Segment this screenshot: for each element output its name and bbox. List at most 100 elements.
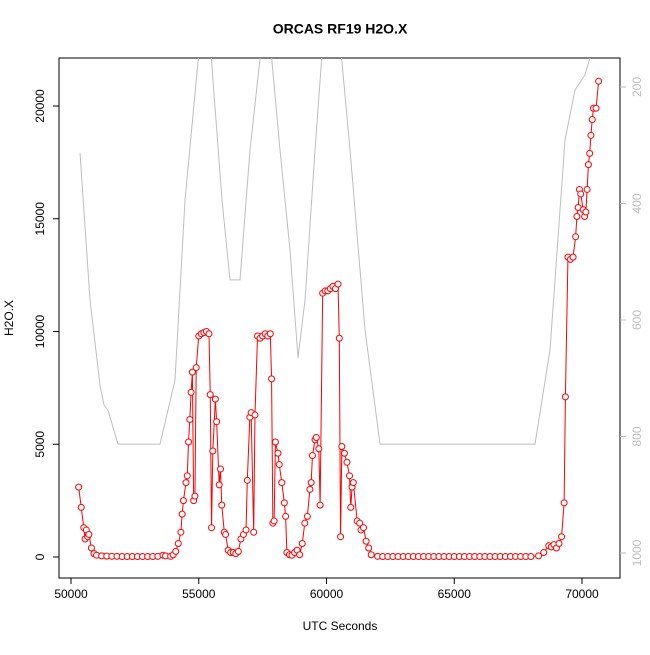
point	[205, 330, 213, 338]
point	[586, 149, 594, 157]
point	[334, 280, 342, 288]
point	[312, 433, 320, 441]
point	[577, 190, 585, 198]
y2-tick-label: 1000	[630, 539, 644, 566]
y2-tick-label: 800	[630, 426, 644, 446]
plot-area	[75, 58, 603, 561]
y2-tick-label: 200	[630, 77, 644, 97]
point	[356, 519, 364, 527]
point	[213, 418, 221, 426]
point	[338, 443, 346, 451]
point	[282, 512, 290, 520]
point	[278, 479, 286, 487]
point	[242, 526, 250, 534]
point	[222, 530, 230, 538]
point	[85, 530, 93, 538]
point	[172, 547, 180, 555]
point	[87, 544, 95, 552]
y-tick-label: 0	[33, 553, 47, 560]
x-tick-label: 50000	[54, 587, 88, 601]
point	[182, 479, 190, 487]
point	[308, 452, 316, 460]
point	[186, 415, 194, 423]
point	[346, 472, 354, 480]
y-axis-label: H2O.X	[2, 300, 16, 336]
point	[191, 492, 199, 500]
point	[218, 501, 226, 509]
point	[270, 517, 278, 525]
point	[558, 533, 566, 541]
point	[75, 483, 83, 491]
point	[275, 461, 283, 469]
point	[535, 552, 543, 560]
point	[177, 528, 185, 536]
point	[216, 465, 224, 473]
x-tick-label: 65000	[438, 587, 472, 601]
x-tick-label: 55000	[182, 587, 216, 601]
point	[77, 503, 85, 511]
point	[188, 368, 196, 376]
y-tick-label: 20000	[33, 89, 47, 123]
y-tick-label: 15000	[33, 202, 47, 236]
x-tick-label: 60000	[310, 587, 344, 601]
point	[569, 253, 577, 261]
point	[572, 233, 580, 241]
point	[307, 479, 315, 487]
point	[588, 116, 596, 124]
y-tick-label: 5000	[33, 431, 47, 458]
point	[595, 77, 603, 85]
point	[243, 476, 251, 484]
point	[303, 512, 311, 520]
point	[343, 458, 351, 466]
point	[367, 551, 375, 559]
point	[296, 551, 304, 559]
point	[179, 497, 187, 505]
point	[298, 539, 306, 547]
point	[583, 185, 591, 193]
point	[211, 395, 219, 403]
plot-frame	[58, 57, 621, 579]
chart-title: ORCAS RF19 H2O.X	[273, 21, 408, 37]
point	[315, 445, 323, 453]
point	[592, 104, 600, 112]
y-tick-label: 10000	[33, 314, 47, 348]
point	[215, 481, 223, 489]
point	[573, 213, 581, 221]
point	[251, 411, 259, 419]
point	[340, 449, 348, 457]
point	[301, 519, 309, 527]
point	[527, 553, 535, 561]
point	[185, 438, 193, 446]
point	[587, 131, 595, 139]
y2-tick-label: 400	[630, 193, 644, 213]
point	[347, 503, 355, 511]
point	[365, 544, 373, 552]
point	[234, 547, 242, 555]
point	[274, 449, 282, 457]
point	[561, 393, 569, 401]
point	[250, 528, 258, 536]
point	[192, 364, 200, 372]
point	[280, 499, 288, 507]
point	[266, 330, 274, 338]
point	[582, 208, 590, 216]
point	[206, 391, 214, 399]
point	[208, 524, 216, 532]
point	[178, 510, 186, 518]
point	[209, 447, 217, 455]
point	[316, 501, 324, 509]
x-axis-label: UTC Seconds	[303, 619, 378, 633]
point	[271, 438, 279, 446]
point	[174, 539, 182, 547]
point	[360, 524, 368, 532]
x-tick-label: 70000	[565, 587, 599, 601]
point	[540, 548, 548, 556]
point	[335, 334, 343, 342]
point	[306, 485, 314, 493]
series-line	[79, 58, 591, 445]
series-line	[78, 81, 600, 558]
point	[268, 375, 276, 383]
point	[183, 472, 191, 480]
point	[555, 539, 563, 547]
